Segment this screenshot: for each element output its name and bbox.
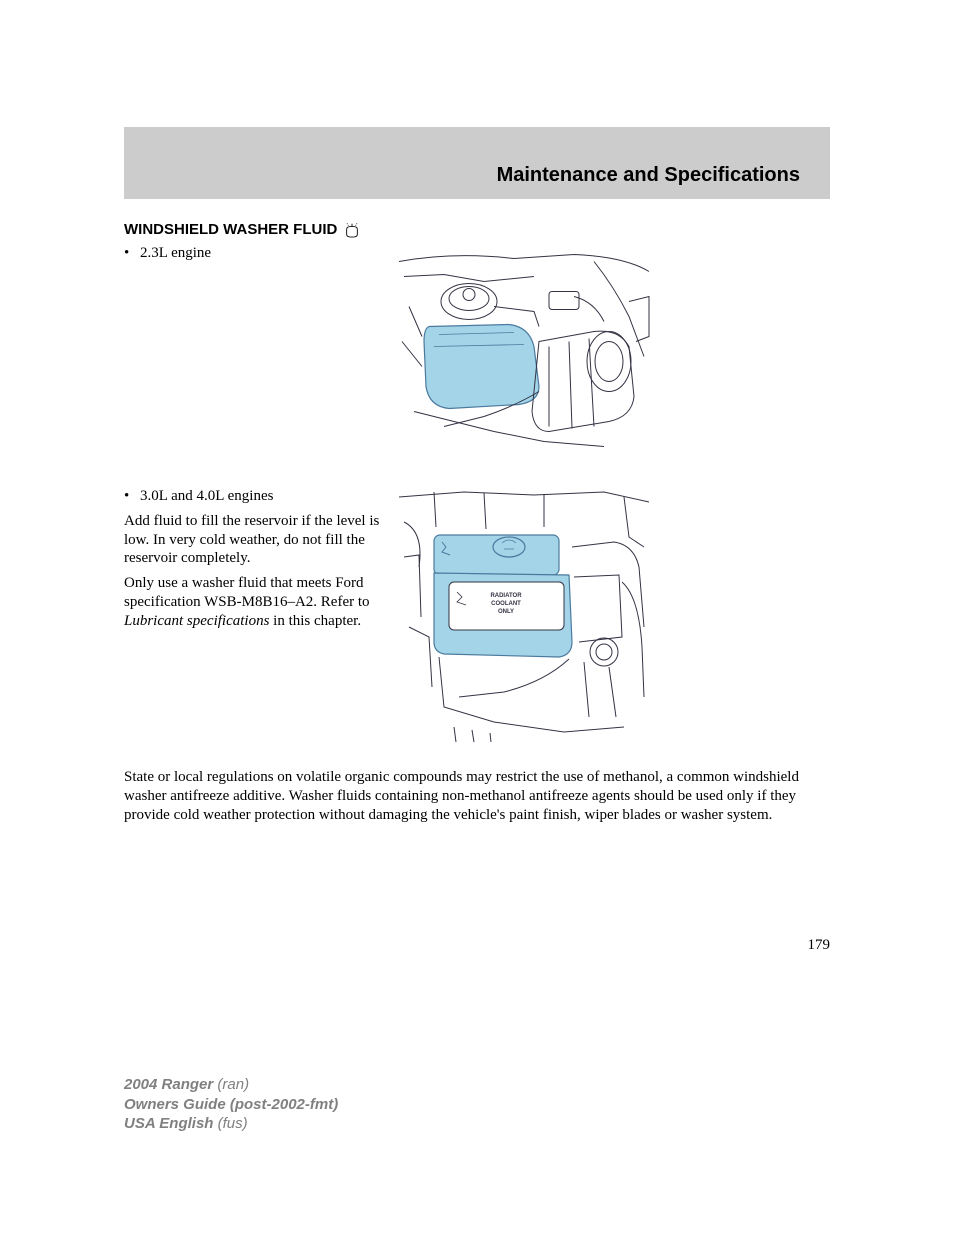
page-number: 179 (808, 937, 831, 954)
footer: 2004 Ranger (ran) Owners Guide (post-200… (124, 1075, 338, 1134)
footer-lang: USA English (124, 1115, 218, 1132)
bullet-dot-icon: • (124, 487, 140, 506)
para-spec-italic: Lubricant specifications (124, 613, 269, 629)
section-heading: WINDSHIELD WASHER FLUID (124, 221, 830, 238)
footer-line-1: 2004 Ranger (ran) (124, 1075, 338, 1095)
engine-diagram-30-40l: RADIATOR COOLANT ONLY (394, 487, 654, 747)
engine-diagram-23l (394, 244, 654, 464)
footer-lang-code: (fus) (218, 1115, 248, 1132)
washer-reservoir-23l (424, 325, 539, 409)
page-content: Maintenance and Specifications WINDSHIEL… (124, 127, 830, 824)
washer-fluid-icon (343, 222, 361, 238)
bullet-30-40l: • 3.0L and 4.0L engines (124, 487, 384, 506)
footer-model-code: (ran) (217, 1076, 249, 1093)
row-engine-23l: • 2.3L engine (124, 244, 830, 469)
label-only: ONLY (498, 609, 514, 615)
para-spec-a: Only use a washer fluid that meets Ford … (124, 575, 370, 610)
text-col-1: • 2.3L engine (124, 244, 384, 469)
chapter-title: Maintenance and Specifications (497, 164, 800, 187)
para-specification: Only use a washer fluid that meets Ford … (124, 574, 384, 630)
text-col-2: • 3.0L and 4.0L engines Add fluid to fil… (124, 487, 384, 752)
header-bar: Maintenance and Specifications (124, 127, 830, 199)
footer-line-3: USA English (fus) (124, 1114, 338, 1134)
row-engine-30-40l: • 3.0L and 4.0L engines Add fluid to fil… (124, 487, 830, 752)
bullet-23l: • 2.3L engine (124, 244, 384, 263)
para-add-fluid: Add fluid to fill the reservoir if the l… (124, 512, 384, 568)
diagram-23l-container (394, 244, 830, 469)
section-heading-text: WINDSHIELD WASHER FLUID (124, 221, 337, 238)
bullet-30-40l-text: 3.0L and 4.0L engines (140, 487, 273, 506)
label-coolant: COOLANT (491, 601, 521, 607)
diagram-30-40l-container: RADIATOR COOLANT ONLY (394, 487, 830, 752)
bullet-dot-icon: • (124, 244, 140, 263)
label-radiator: RADIATOR (490, 593, 522, 599)
bullet-23l-text: 2.3L engine (140, 244, 211, 263)
para-spec-b: in this chapter. (269, 613, 361, 629)
footer-model: 2004 Ranger (124, 1076, 217, 1093)
footer-guide: Owners Guide (post-2002-fmt) (124, 1095, 338, 1115)
para-regulations: State or local regulations on volatile o… (124, 768, 830, 824)
